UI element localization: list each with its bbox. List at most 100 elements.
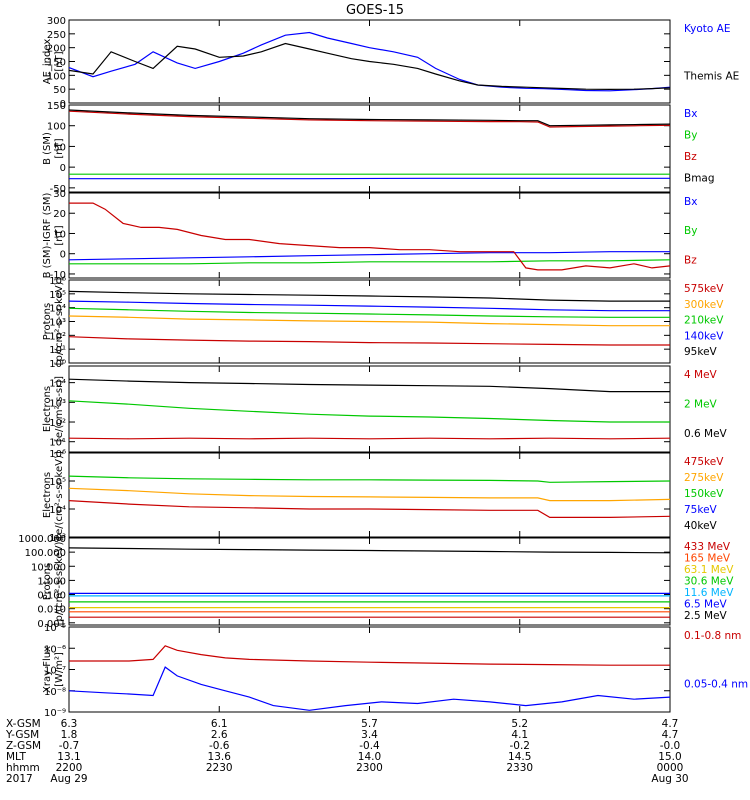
protons2-legend-6: 2.5 MeV bbox=[684, 610, 728, 622]
electrons2-ytick-label: 10⁵ bbox=[49, 477, 66, 488]
footer-cell: 2330 bbox=[506, 762, 533, 774]
ae-yunits: [nT] bbox=[54, 51, 65, 71]
xray-legend-1: 0.05-0.4 nm bbox=[684, 679, 748, 691]
ae-ytick-label: 300 bbox=[47, 16, 66, 27]
footer-cell: 6.1 bbox=[211, 718, 228, 730]
protons1-legend-2: 210keV bbox=[684, 315, 724, 327]
protons2-ytick-label: 0.100 bbox=[37, 591, 66, 602]
footer-row-label: hhmm bbox=[6, 762, 40, 774]
protons1-ytick-label: 10⁵ bbox=[49, 290, 66, 301]
protons2-series-6 bbox=[68, 547, 671, 554]
electrons2-legend-2: 150keV bbox=[684, 488, 724, 500]
electrons2-series-1 bbox=[68, 487, 671, 502]
bsm-legend-3: Bmag bbox=[684, 172, 715, 184]
footer-cell: 14.5 bbox=[508, 751, 531, 763]
bigrf-legend-0: Bx bbox=[684, 196, 697, 208]
bigrf-ytick-label: 0 bbox=[60, 250, 66, 261]
electrons2-ytick-label: 10³ bbox=[49, 533, 66, 544]
bigrf-ytick-label: 10 bbox=[53, 229, 66, 240]
footer-cell: -0.0 bbox=[660, 740, 681, 752]
bsm-series-3 bbox=[68, 109, 671, 127]
footer-cell: 2230 bbox=[206, 762, 233, 774]
footer-cell: -0.2 bbox=[510, 740, 531, 752]
bigrf-ytick-label: -10 bbox=[50, 270, 66, 281]
xray-ytick-label: 10⁻⁸ bbox=[44, 687, 66, 698]
protons2-legend-4: 11.6 MeV bbox=[684, 587, 734, 599]
electrons1-series-2 bbox=[68, 378, 670, 393]
electrons1-ylabel: Electrons bbox=[42, 386, 53, 432]
footer-cell: 13.1 bbox=[57, 751, 80, 763]
footer-cell: 4.7 bbox=[662, 729, 679, 741]
xray-ytick-label: 10⁻⁹ bbox=[44, 708, 66, 719]
protons1-legend-4: 95keV bbox=[684, 346, 718, 358]
ae-ylabel: AE_index bbox=[42, 39, 53, 85]
bigrf-ytick-label: 20 bbox=[53, 209, 66, 220]
electrons1-ytick-label: 10³ bbox=[49, 398, 66, 409]
electrons2-ylabel: Electrons bbox=[42, 472, 53, 518]
electrons1-ytick-label: 10⁴ bbox=[49, 379, 66, 390]
footer-cell: 0000 bbox=[657, 762, 684, 774]
footer-cell: 13.6 bbox=[208, 751, 232, 763]
xray-yunits: [W/m²] bbox=[54, 652, 65, 687]
electrons2-series-2 bbox=[68, 475, 671, 483]
xray-ytick-label: 10⁻⁶ bbox=[44, 644, 66, 655]
bsm-legend-1: By bbox=[684, 129, 697, 141]
xray-legend-0: 0.1-0.8 nm bbox=[684, 630, 741, 642]
electrons1-legend-1: 2 MeV bbox=[684, 399, 718, 411]
protons1-ytick-label: 10⁰ bbox=[49, 359, 66, 370]
bigrf-series-2 bbox=[69, 202, 671, 271]
ae-legend-1: Themis AE bbox=[683, 70, 739, 82]
bigrf-legend-1: By bbox=[684, 225, 697, 237]
protons1-series-3 bbox=[68, 300, 670, 312]
protons2-ytick-label: 0.001 bbox=[37, 619, 66, 630]
protons2-legend-0: 433 MeV bbox=[684, 541, 731, 553]
xray-ytick-label: 10⁻⁵ bbox=[44, 623, 66, 634]
protons1-ytick-label: 10³ bbox=[49, 318, 66, 329]
footer-cell: 6.3 bbox=[61, 718, 78, 730]
ae-legend-0: Kyoto AE bbox=[684, 23, 730, 35]
footer-row-label: X-GSM bbox=[6, 718, 41, 730]
bsm-ytick-label: 100 bbox=[47, 122, 66, 133]
footer-cell: 3.4 bbox=[361, 729, 378, 741]
protons2-ytick-label: 1.000 bbox=[37, 576, 66, 587]
protons1-ytick-label: 10⁶ bbox=[49, 276, 66, 287]
bigrf-panel-frame bbox=[68, 192, 671, 279]
ae-series-1 bbox=[68, 42, 671, 91]
electrons1-ytick-label: 10² bbox=[49, 418, 66, 429]
electrons2-legend-3: 75keV bbox=[684, 504, 718, 516]
protons1-series-0 bbox=[68, 336, 670, 346]
bigrf-series-1 bbox=[69, 259, 671, 265]
footer-cell: 14.0 bbox=[358, 751, 381, 763]
protons1-ytick-label: 10² bbox=[49, 331, 66, 342]
footer-cell: 5.2 bbox=[511, 718, 528, 730]
electrons2-series-0 bbox=[68, 500, 671, 519]
protons2-legend-3: 30.6 MeV bbox=[684, 576, 734, 588]
electrons1-legend-0: 4 MeV bbox=[684, 369, 718, 381]
protons1-ytick-label: 10⁴ bbox=[49, 304, 66, 315]
footer-row-label: Y-GSM bbox=[5, 729, 39, 741]
ae-series-0 bbox=[68, 31, 671, 92]
electrons2-legend-1: 275keV bbox=[684, 472, 724, 484]
protons2-legend-1: 165 MeV bbox=[684, 553, 731, 565]
ae-ytick-label: 100 bbox=[47, 71, 66, 82]
protons2-yunits: [p/(cm²-s-sr-keV)] bbox=[54, 538, 65, 626]
electrons2-legend-4: 40keV bbox=[684, 520, 718, 532]
bsm-ytick-label: 150 bbox=[47, 101, 66, 112]
protons1-ylabel: Protons bbox=[42, 303, 53, 340]
bigrf-series-0 bbox=[68, 251, 670, 261]
electrons2-legend-0: 475keV bbox=[684, 456, 724, 468]
electrons2-yunits: [e/(cm²-s-sr-keV)] bbox=[54, 451, 65, 539]
ae-ytick-label: 150 bbox=[47, 58, 66, 69]
bigrf-legend-2: Bz bbox=[684, 254, 697, 266]
chart-title: GOES-15 bbox=[346, 3, 404, 18]
ae-ytick-label: 50 bbox=[53, 85, 66, 96]
footer-cell: 4.7 bbox=[662, 718, 679, 730]
protons1-legend-3: 140keV bbox=[684, 330, 724, 342]
bsm-ylabel: B (SM) bbox=[42, 132, 53, 165]
electrons1-ytick-label: 10¹ bbox=[49, 438, 66, 449]
footer-row-label: Z-GSM bbox=[6, 740, 41, 752]
bigrf-yunits: [nT] bbox=[54, 225, 65, 245]
protons1-series-1 bbox=[68, 315, 670, 327]
bsm-legend-0: Bx bbox=[684, 108, 697, 120]
electrons2-ytick-label: 10⁴ bbox=[49, 505, 66, 516]
